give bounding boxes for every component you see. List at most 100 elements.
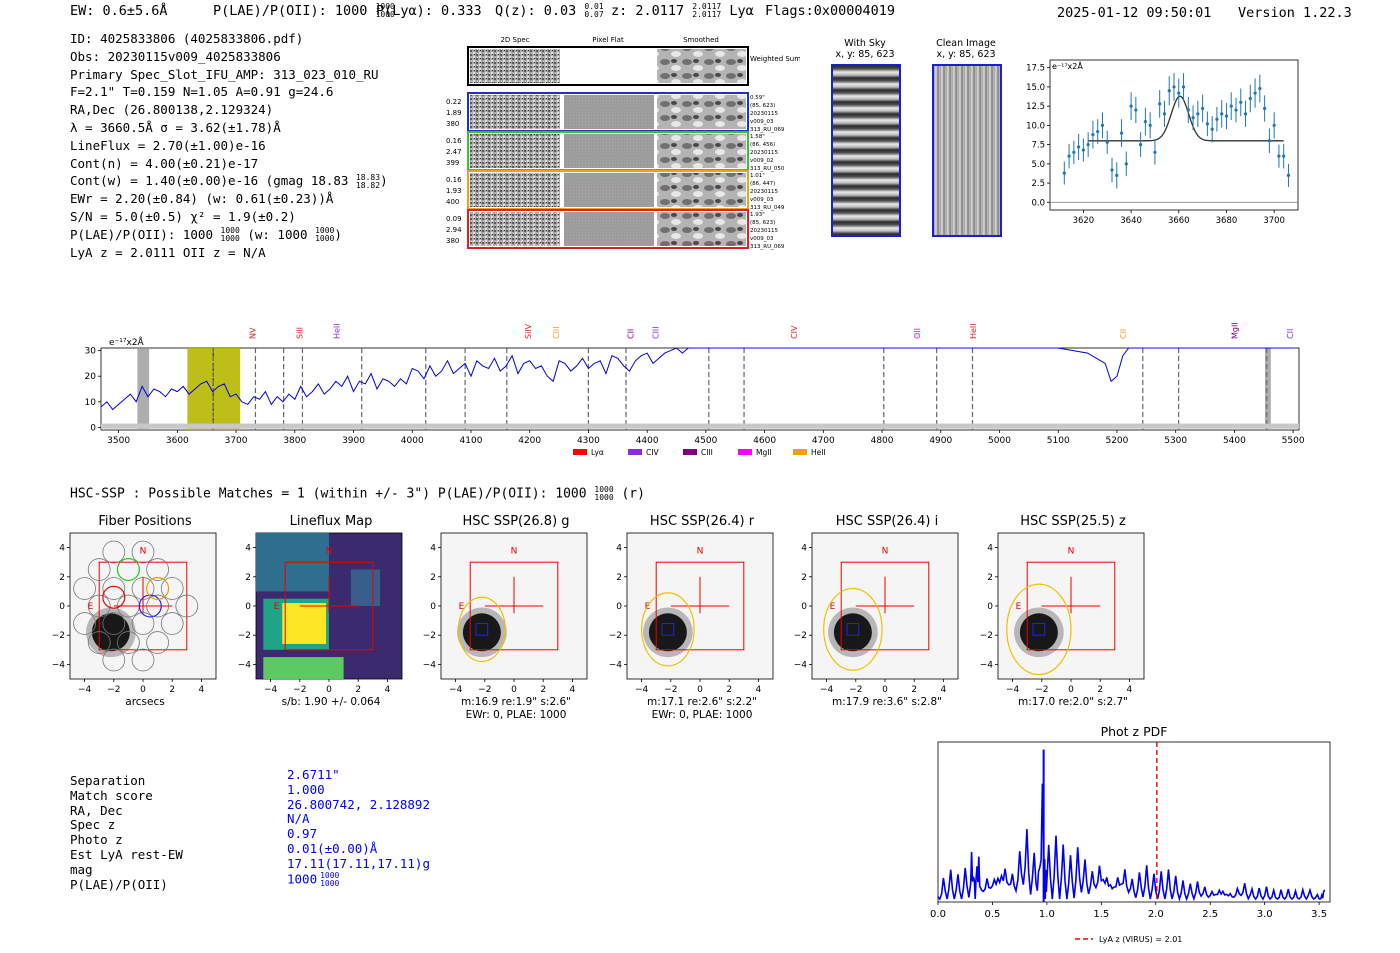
hsc-east-label: E: [274, 602, 280, 612]
hsc-match-ellipse: [457, 596, 506, 663]
fiber-highlight: [146, 576, 170, 601]
cutout-left-value: 0.16: [446, 176, 462, 184]
spectrum-legend-label: MgII: [756, 448, 772, 457]
hsc-ytick-label: −4: [423, 660, 437, 670]
hsc-panel-image: N E −4 −4 −2 −2 0 0 2 2 4 4: [238, 532, 403, 695]
cutout-right-value: (85, 623): [750, 220, 775, 226]
hsc-xtick-label: −4: [78, 685, 92, 695]
spectrum-legend-swatch: [683, 449, 697, 455]
spectrum-xtick-label: 5500: [1282, 436, 1305, 446]
photz-pdf-plot: Phot z PDF 0.0 0.5 1.0 1.5 2.0 2.5 3.0 3.5 LyA z …: [930, 724, 1331, 944]
spectrum-line-label: CIII: [651, 326, 660, 339]
cutout-right-value: 1.01": [750, 173, 765, 179]
cutout-pixel-flat: [564, 134, 654, 168]
match-value: 26.800742, 2.128892: [287, 796, 430, 812]
hsc-galaxy-blob: [462, 613, 501, 652]
hsc-match-ellipse: [823, 587, 883, 671]
spectrum-line-label: CII: [1119, 329, 1128, 339]
hsc-match-ellipse: [640, 592, 695, 667]
spectrum-xtick-label: 5200: [1105, 436, 1128, 446]
cutout-2d-spec: [470, 95, 560, 129]
zoom-data-point: [1067, 154, 1071, 158]
hsc-north-label: N: [326, 546, 333, 556]
info-block: ID: 4025833806 (4025833806.pdf) Obs: 202…: [70, 30, 388, 261]
hsc-xtick-label: 2: [169, 685, 175, 695]
hsc-xtick-label: 2: [1097, 685, 1103, 695]
info-lambda: λ = 3660.5Å σ = 3.62(±1.78)Å: [70, 119, 281, 135]
photz-xtick-label: 3.5: [1311, 909, 1327, 920]
hsc-panel-subtitle: arcsecs: [125, 696, 165, 708]
zoom-data-point: [1096, 129, 1100, 134]
with-sky-title: With Sky x, y: 85, 623: [815, 38, 915, 60]
hsc-ytick-label: −4: [52, 660, 66, 670]
spectrum-line-label: CII: [627, 329, 636, 339]
hsc-ytick-label: 0: [801, 602, 807, 612]
fiber-circle: [87, 631, 111, 654]
photz-title: Phot z PDF: [1101, 724, 1168, 739]
info-contw-hi: 18.83: [355, 172, 381, 182]
hsc-panel-subtitle: m:17.1 re:2.6" s:2.2": [647, 696, 757, 708]
hsc-ytick-label: 2: [245, 573, 251, 583]
fiber-circle: [146, 631, 169, 654]
zoom-data-point: [1229, 104, 1233, 108]
hsc-ytick-label: 4: [59, 544, 65, 554]
masked-region: [1264, 348, 1271, 430]
hsc-panel-title: HSC SSP(26.8) g: [462, 514, 570, 529]
fiber-highlight: [138, 594, 162, 618]
zoom-data-point: [1124, 162, 1128, 166]
spectrum-legend-swatch: [573, 449, 587, 455]
photz-xtick-label: 2.5: [1202, 909, 1218, 920]
info-plae-w: (w: 1000: [247, 226, 308, 242]
hsc-xtick-label: −2: [478, 685, 491, 695]
match-label: Separation: [70, 773, 146, 788]
fiber-circle: [102, 648, 126, 672]
zoom-data-point: [1148, 123, 1152, 127]
spectrum-xtick-label: 4000: [401, 436, 424, 446]
header-z-lo: 2.0117: [692, 10, 722, 19]
match-plae-lo: 1000: [320, 878, 340, 888]
cutout-left-value: 2.47: [446, 148, 462, 156]
col-flat-label: Pixel Flat: [592, 36, 624, 44]
hsc-xtick-label: 0: [326, 685, 332, 695]
hsc-north-label: N: [140, 546, 147, 556]
hsc-galaxy-blob: [648, 613, 687, 652]
hsc-ytick-label: 4: [987, 544, 993, 554]
zoom-data-point: [1162, 112, 1167, 116]
match-label: Spec z: [70, 817, 116, 833]
cutout-right-value: v009_03: [750, 236, 774, 242]
spectrum-line-label: CIV: [790, 325, 799, 339]
photz-legend-label: LyA z (VIRUS) = 2.01: [1099, 935, 1182, 944]
zoom-ytick-label: 7.5: [1031, 141, 1045, 151]
hsc-ytick-label: −4: [980, 660, 994, 670]
fiber-circle: [146, 558, 169, 581]
zoom-data-point: [1286, 173, 1291, 177]
match-value: 0.97: [287, 826, 318, 842]
cutout-left-value: 1.89: [446, 109, 462, 117]
info-ewr: EWr = 2.20(±0.84) (w: 0.61(±0.23))Å: [70, 191, 334, 207]
weighted-sum-text: Weighted Sum: [750, 55, 800, 63]
match-label: Est LyA rest-EW: [70, 846, 183, 862]
cutout-row: 0.09 2.94 380 1.93" (85, 623) 20230115 v009_03…: [446, 209, 785, 250]
spectrum-xtick-label: 4100: [460, 436, 483, 446]
cutout-right-value: 0.59": [750, 95, 765, 101]
spectrum-legend-label: HeII: [811, 448, 826, 457]
hsc-xtick-label: 4: [941, 685, 947, 695]
hsc-panel-title: HSC SSP(26.4) r: [649, 514, 755, 529]
photz-xtick-label: 0.0: [930, 909, 946, 920]
zoom-xtick-label: 3680: [1216, 216, 1238, 226]
spectrum-xtick-label: 3800: [283, 436, 306, 446]
hsc-ytick-label: 4: [616, 544, 622, 554]
zoom-unit-label: e⁻¹⁷x2Å: [1052, 60, 1083, 71]
match-label: P(LAE)/P(OII): [70, 876, 168, 892]
fiber-circle: [87, 558, 111, 581]
match-label: Match score: [70, 787, 153, 803]
fiber-circle: [146, 594, 169, 618]
header-version: Version 1.22.3: [1238, 5, 1352, 21]
zoom-data-point: [1158, 102, 1162, 106]
info-contw: Cont(w) = 1.40(±0.00)e-16 (gmag 18.83 18…: [70, 172, 388, 190]
hsc-panel-title: HSC SSP(26.4) i: [835, 514, 939, 529]
cutout-right-value: (86, 447): [750, 181, 775, 187]
hsc-xtick-label: −2: [849, 685, 862, 695]
zoom-data-point: [1248, 96, 1252, 101]
hsc-match-box: [1032, 623, 1046, 636]
